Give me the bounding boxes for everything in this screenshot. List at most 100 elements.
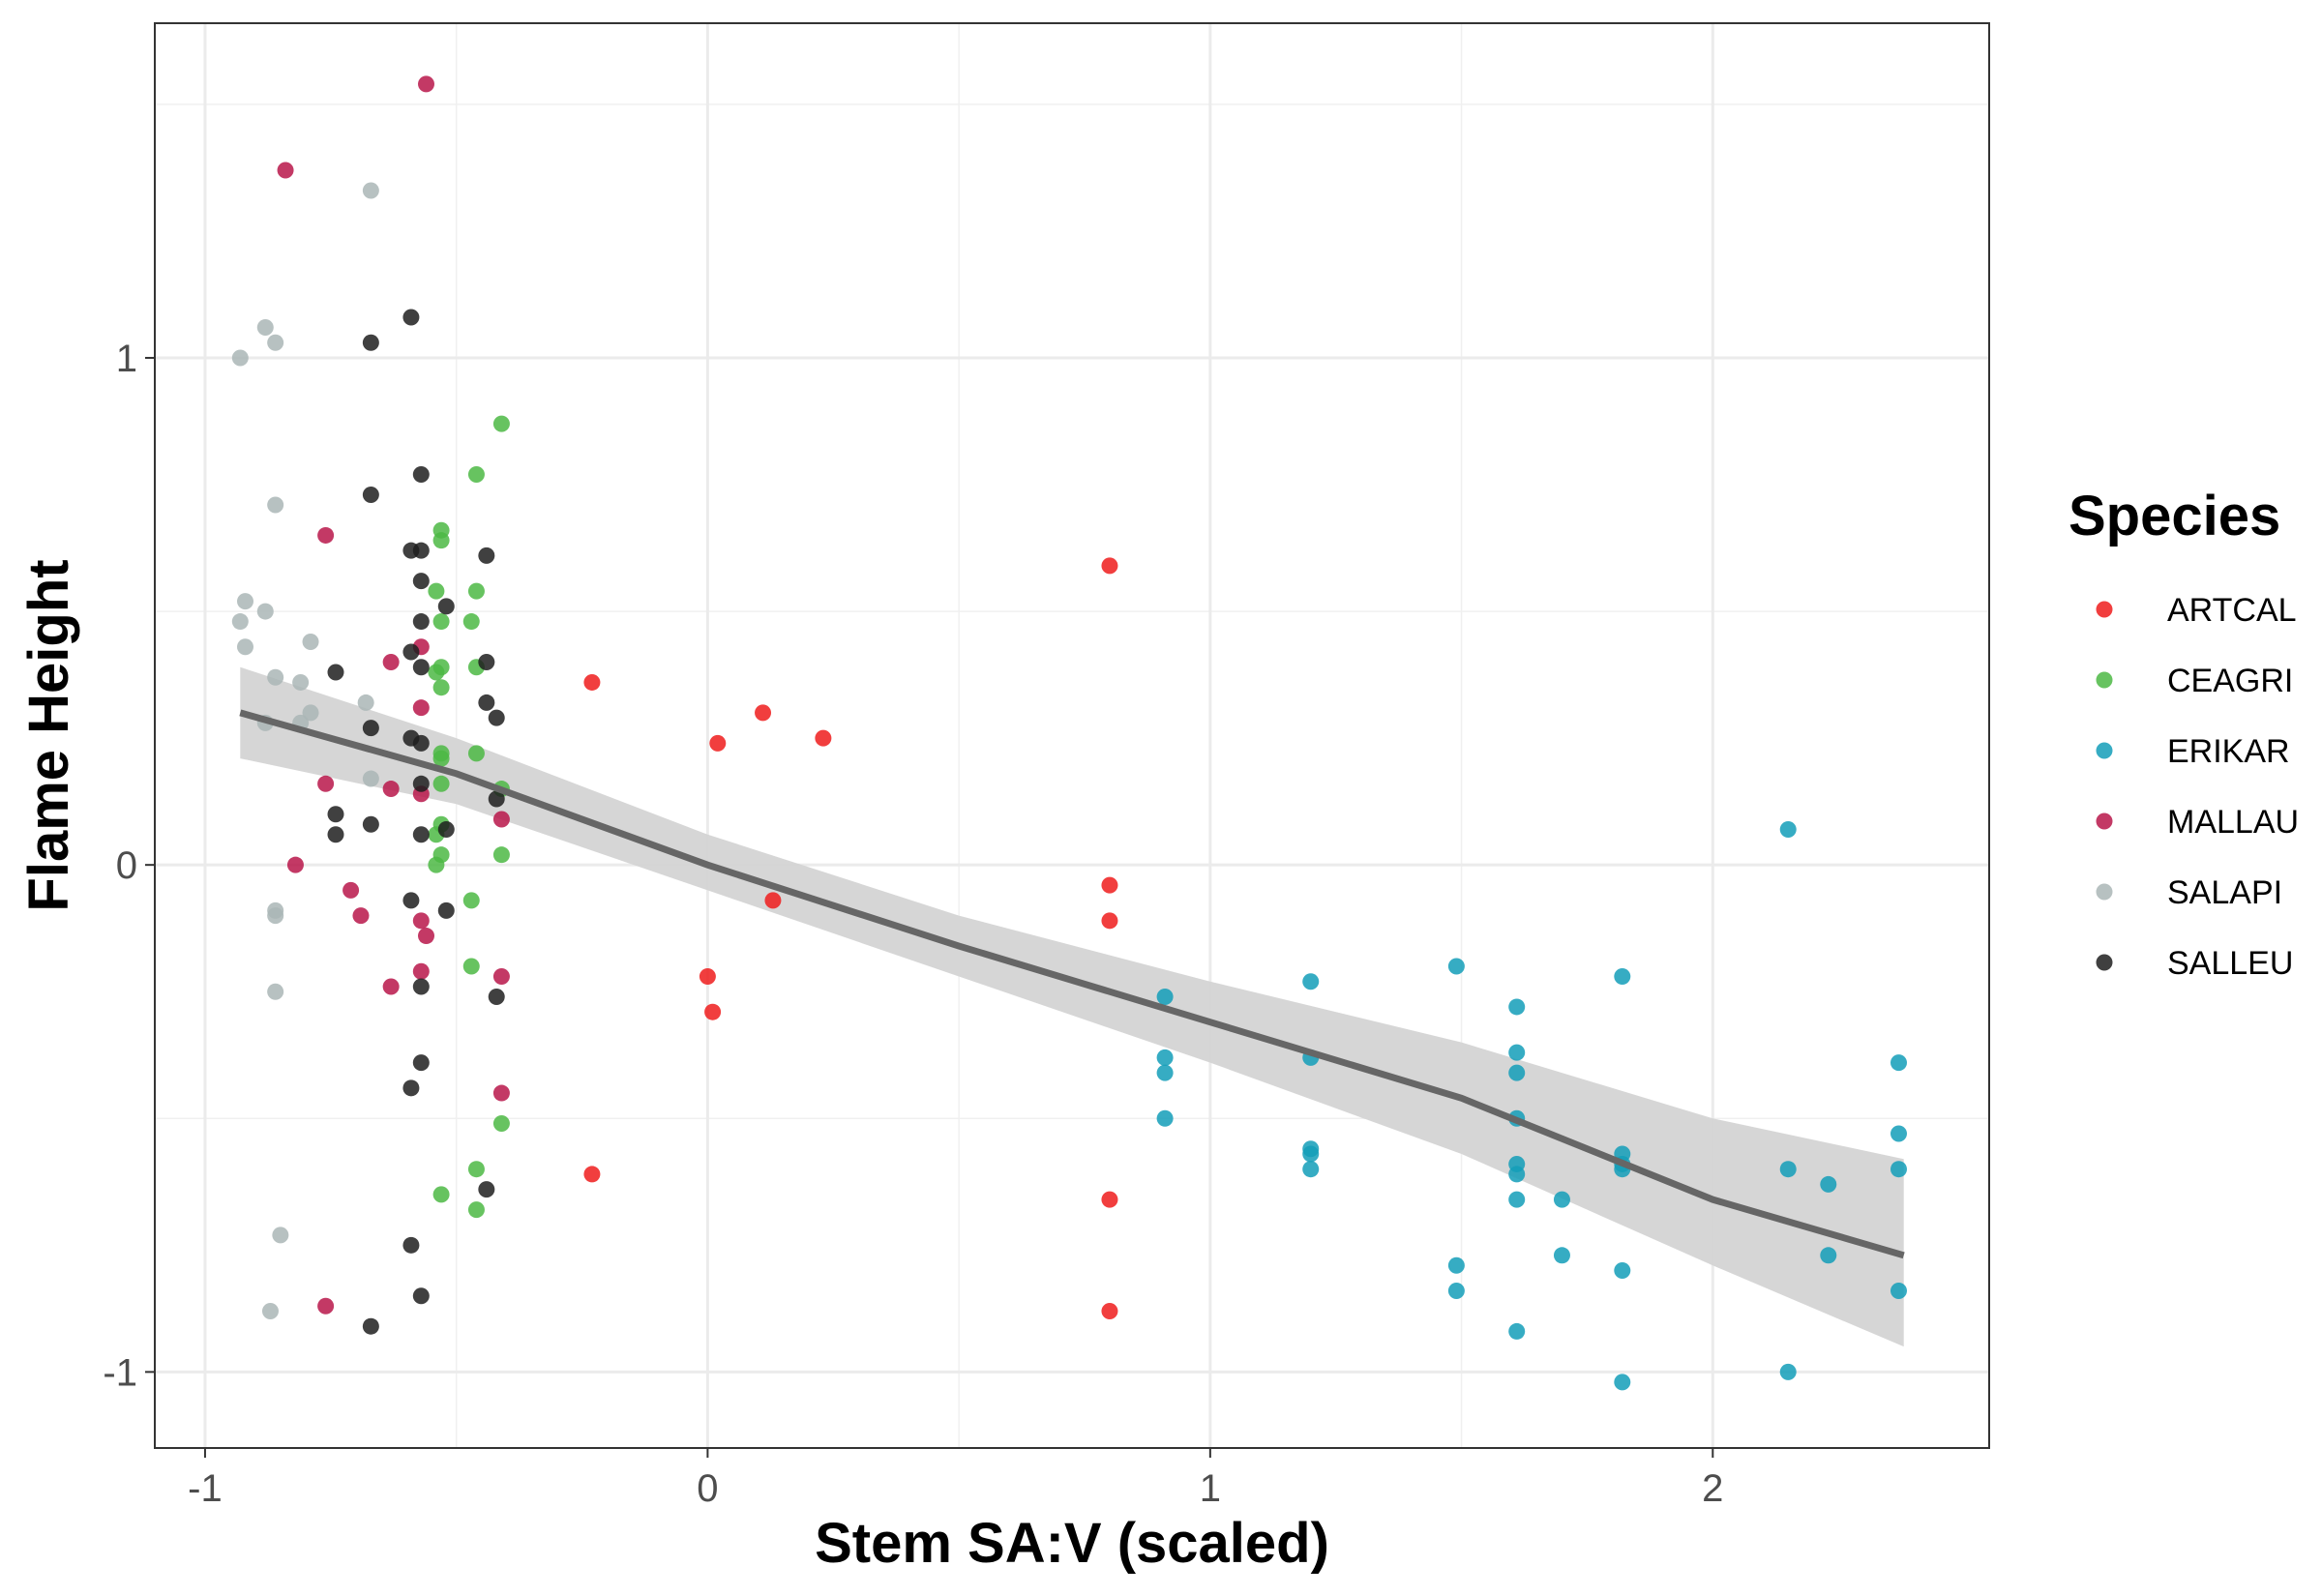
point-salapi bbox=[302, 634, 319, 651]
point-mallau bbox=[412, 699, 430, 717]
point-erikar bbox=[1614, 1262, 1631, 1280]
point-salleu bbox=[488, 709, 505, 726]
legend-label-artcal: ARTCAL bbox=[2167, 592, 2297, 629]
point-salapi bbox=[267, 668, 284, 686]
point-ceagri bbox=[492, 415, 510, 432]
point-salleu bbox=[488, 790, 505, 808]
y-tick-label: -1 bbox=[103, 1351, 137, 1394]
point-erikar bbox=[1302, 1161, 1320, 1178]
legend-label-mallau: MALLAU bbox=[2167, 804, 2299, 841]
data-points bbox=[231, 75, 1907, 1391]
point-erikar bbox=[1508, 1191, 1526, 1208]
point-salapi bbox=[362, 182, 379, 199]
point-ceagri bbox=[467, 1161, 485, 1178]
legend: Species ARTCAL CEAGRI ERIKAR MALLAU SALAPI SA… bbox=[2069, 485, 2299, 982]
point-mallau bbox=[286, 856, 304, 873]
point-mallau bbox=[492, 1084, 510, 1102]
point-salleu bbox=[362, 815, 379, 833]
point-ceagri bbox=[492, 846, 510, 864]
point-artcal bbox=[1101, 876, 1118, 894]
confidence-band bbox=[240, 666, 1904, 1347]
point-mallau bbox=[412, 912, 430, 930]
point-ceagri bbox=[492, 1115, 510, 1133]
point-artcal bbox=[764, 892, 782, 909]
point-salapi bbox=[267, 496, 284, 514]
point-erikar bbox=[1779, 1363, 1797, 1380]
point-salleu bbox=[437, 598, 455, 615]
point-erikar bbox=[1890, 1161, 1907, 1178]
point-erikar bbox=[1156, 988, 1174, 1005]
point-salapi bbox=[292, 673, 310, 691]
point-salleu bbox=[412, 775, 430, 792]
point-ceagri bbox=[432, 775, 450, 792]
point-erikar bbox=[1508, 998, 1526, 1016]
point-erikar bbox=[1890, 1054, 1907, 1072]
point-erikar bbox=[1820, 1247, 1837, 1264]
point-salleu bbox=[402, 309, 420, 326]
point-salleu bbox=[412, 542, 430, 559]
point-erikar bbox=[1553, 1247, 1570, 1264]
point-artcal bbox=[1101, 1191, 1118, 1208]
point-erikar bbox=[1156, 1109, 1174, 1127]
point-salleu bbox=[362, 720, 379, 737]
point-ceagri bbox=[462, 613, 480, 631]
y-tick-label: 1 bbox=[116, 338, 137, 380]
point-salleu bbox=[327, 826, 344, 843]
x-axis-title: Stem SA:V (scaled) bbox=[815, 1512, 1329, 1575]
point-mallau bbox=[418, 928, 435, 945]
point-mallau bbox=[382, 781, 400, 798]
point-artcal bbox=[1101, 912, 1118, 930]
legend-key-salapi bbox=[2096, 883, 2113, 901]
point-salleu bbox=[412, 1287, 430, 1305]
point-erikar bbox=[1508, 1044, 1526, 1061]
point-salapi bbox=[256, 603, 274, 620]
point-ceagri bbox=[432, 1186, 450, 1203]
point-salleu bbox=[362, 1317, 379, 1335]
point-ceagri bbox=[428, 582, 445, 600]
legend-title: Species bbox=[2069, 485, 2280, 547]
panel-border bbox=[154, 22, 1990, 1449]
point-salleu bbox=[402, 892, 420, 909]
legend-key-mallau bbox=[2096, 813, 2113, 830]
x-tick-label: 2 bbox=[1702, 1467, 1723, 1510]
legend-key-erikar bbox=[2096, 742, 2113, 759]
point-salleu bbox=[412, 466, 430, 484]
point-mallau bbox=[317, 526, 335, 544]
point-salapi bbox=[272, 1227, 289, 1244]
point-erikar bbox=[1447, 958, 1465, 975]
point-ceagri bbox=[432, 613, 450, 631]
point-artcal bbox=[755, 704, 772, 722]
point-artcal bbox=[815, 729, 832, 747]
point-salleu bbox=[478, 1181, 495, 1198]
point-mallau bbox=[412, 962, 430, 980]
point-ceagri bbox=[428, 856, 445, 873]
legend-items: ARTCAL CEAGRI ERIKAR MALLAU SALAPI SALLEU bbox=[2096, 592, 2299, 982]
point-ceagri bbox=[467, 1201, 485, 1219]
point-salapi bbox=[267, 334, 284, 351]
point-salleu bbox=[402, 1236, 420, 1254]
point-artcal bbox=[1101, 557, 1118, 575]
point-salleu bbox=[412, 978, 430, 995]
point-ceagri bbox=[467, 582, 485, 600]
legend-label-ceagri: CEAGRI bbox=[2167, 663, 2293, 699]
point-erikar bbox=[1779, 1161, 1797, 1178]
point-salleu bbox=[488, 988, 505, 1005]
point-artcal bbox=[699, 967, 716, 985]
point-salleu bbox=[437, 820, 455, 838]
point-erikar bbox=[1890, 1282, 1907, 1299]
point-ceagri bbox=[432, 532, 450, 549]
point-artcal bbox=[704, 1003, 722, 1020]
point-mallau bbox=[317, 1297, 335, 1315]
point-ceagri bbox=[432, 750, 450, 767]
point-erikar bbox=[1156, 1064, 1174, 1081]
point-salapi bbox=[302, 704, 319, 722]
point-ceagri bbox=[462, 892, 480, 909]
point-erikar bbox=[1156, 1049, 1174, 1066]
point-erikar bbox=[1508, 1166, 1526, 1183]
point-artcal bbox=[1101, 1302, 1118, 1319]
x-tick-label: -1 bbox=[188, 1467, 223, 1510]
point-salapi bbox=[231, 613, 249, 631]
point-salapi bbox=[362, 770, 379, 787]
point-salleu bbox=[362, 334, 379, 351]
